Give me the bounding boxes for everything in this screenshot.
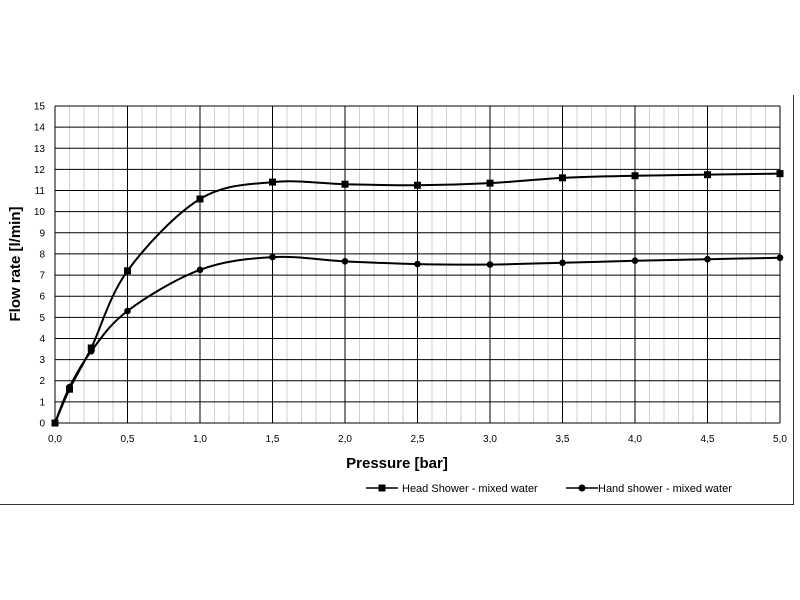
data-point-square <box>414 181 421 189</box>
data-point-circle <box>124 307 131 315</box>
x-axis-title: Pressure [bar] <box>346 455 448 472</box>
y-tick-label: 11 <box>35 186 46 197</box>
data-point-circle <box>414 260 421 268</box>
legend-label-head-shower: Head Shower - mixed water <box>402 483 538 495</box>
x-tick-label: 0,5 <box>121 434 135 445</box>
data-point-circle <box>341 258 349 265</box>
legend-item-hand-shower: Hand shower - mixed water <box>566 483 732 495</box>
y-tick-label: 4 <box>39 334 45 345</box>
y-tick-label: 8 <box>39 249 45 260</box>
x-tick-labels: 0,0 0,5 1,0 1,5 2,0 2,5 3,0 3,5 4,0 4,5 5,0 <box>48 434 787 445</box>
data-point-circle <box>704 255 711 263</box>
y-axis-title: Flow rate [l/min] <box>7 206 24 321</box>
y-tick-label: 15 <box>34 102 46 113</box>
y-tick-label: 13 <box>34 144 46 155</box>
data-point-circle <box>559 259 566 267</box>
x-tick-label: 2,0 <box>338 434 352 445</box>
x-tick-label: 2,5 <box>411 434 425 445</box>
y-tick-label: 7 <box>39 271 45 282</box>
data-point-square <box>704 171 711 179</box>
x-tick-label: 4,5 <box>701 434 715 445</box>
x-tick-label: 1,0 <box>193 434 207 445</box>
major-gridlines <box>54 105 781 424</box>
data-point-circle <box>631 257 639 264</box>
y-tick-label: 10 <box>34 207 46 218</box>
legend-label-hand-shower: Hand shower - mixed water <box>598 483 732 495</box>
x-tick-label: 0,0 <box>48 434 62 445</box>
series-markers <box>51 170 784 427</box>
x-tick-label: 4,0 <box>628 434 642 445</box>
y-tick-label: 12 <box>34 165 46 176</box>
minor-gridlines <box>69 106 766 423</box>
data-point-circle <box>51 419 59 427</box>
data-point-square <box>196 195 204 203</box>
data-point-square <box>341 180 349 188</box>
data-point-circle <box>66 383 73 391</box>
y-tick-label: 0 <box>39 419 45 430</box>
legend-circle-marker <box>578 484 586 492</box>
chart-frame <box>0 95 794 505</box>
y-tick-label: 3 <box>39 355 45 366</box>
x-tick-label: 3,0 <box>483 434 497 445</box>
y-tick-label: 14 <box>34 123 46 134</box>
data-point-circle <box>196 266 204 274</box>
legend: Head Shower - mixed water Hand shower - … <box>366 483 732 495</box>
data-point-square <box>776 170 784 178</box>
x-tick-label: 5,0 <box>773 434 787 445</box>
data-point-square <box>631 172 639 180</box>
x-tick-label: 3,5 <box>556 434 570 445</box>
data-point-circle <box>776 254 784 262</box>
y-tick-label: 5 <box>39 313 45 324</box>
data-point-circle <box>87 347 95 355</box>
data-point-square <box>486 179 494 187</box>
y-tick-label: 9 <box>39 228 45 239</box>
y-tick-label: 6 <box>39 292 45 303</box>
legend-item-head-shower: Head Shower - mixed water <box>366 483 538 495</box>
data-point-square <box>124 267 131 275</box>
data-point-circle <box>269 253 276 261</box>
data-point-square <box>559 174 566 182</box>
data-point-circle <box>486 261 494 268</box>
x-tick-label: 1,5 <box>266 434 280 445</box>
y-tick-label: 1 <box>39 397 45 408</box>
data-point-square <box>269 178 276 186</box>
legend-square-marker <box>378 484 386 492</box>
y-tick-label: 2 <box>39 376 45 387</box>
